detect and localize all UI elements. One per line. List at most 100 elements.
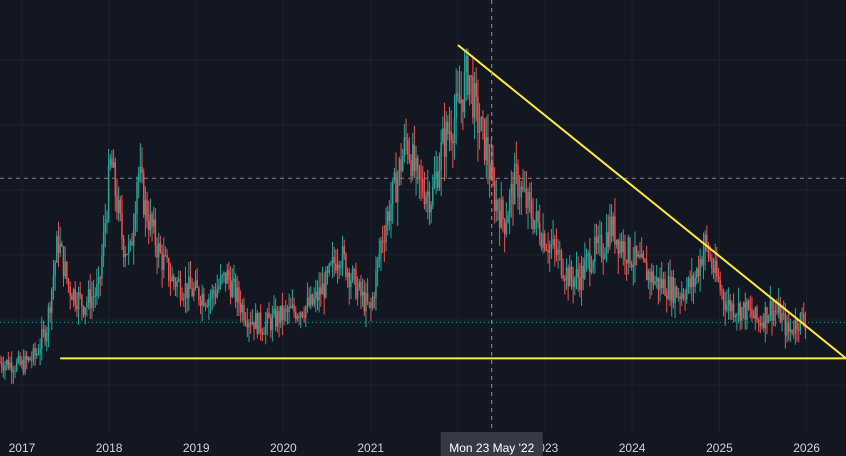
candle-up	[767, 315, 770, 323]
candle-up	[356, 287, 359, 299]
candle-down	[595, 236, 598, 244]
candle-down	[572, 279, 574, 287]
candle-up	[330, 263, 332, 265]
candle-down	[261, 331, 264, 335]
candle-up	[435, 171, 437, 180]
candle-up	[574, 277, 576, 287]
candle-down	[547, 249, 549, 253]
resistance-trendline[interactable]	[457, 44, 846, 360]
candle-down	[159, 243, 162, 253]
candle-down	[804, 323, 807, 331]
candle-up	[193, 288, 195, 297]
candle-up	[340, 266, 342, 268]
candle-up	[64, 261, 66, 277]
candle-up	[535, 211, 538, 221]
candle-down	[246, 323, 249, 328]
candle-up	[495, 200, 498, 212]
candle-up	[615, 239, 618, 245]
candle-down	[234, 278, 237, 302]
candle-up	[321, 283, 324, 295]
candle-up	[233, 278, 235, 282]
candle-up	[209, 297, 212, 299]
candle-up	[152, 219, 155, 227]
candle-down	[111, 158, 113, 168]
candle-down	[756, 307, 758, 320]
candle-up	[448, 131, 451, 134]
candle-down	[0, 361, 1, 363]
candle-up	[32, 347, 35, 360]
candle-up	[396, 177, 399, 203]
candle-up	[427, 191, 429, 197]
candle-down	[249, 322, 252, 325]
candle-down	[323, 283, 325, 298]
candle-up	[655, 277, 658, 281]
x-axis-tick-label: 2020	[270, 441, 297, 455]
candle-down	[779, 303, 782, 323]
candle-up	[585, 255, 588, 260]
candle-down	[89, 289, 91, 308]
candle-down	[423, 192, 426, 205]
candle-up	[296, 316, 299, 320]
candle-up	[445, 121, 447, 157]
candle-up	[510, 183, 513, 196]
candle-up	[46, 332, 48, 342]
candle-up	[51, 288, 53, 313]
candle-down	[168, 258, 170, 281]
candle-up	[91, 296, 93, 308]
candle-down	[373, 296, 376, 298]
candle-down	[131, 241, 133, 246]
candle-down	[560, 250, 563, 276]
candle-up	[41, 329, 43, 349]
candle-down	[25, 355, 28, 360]
candle-up	[283, 308, 285, 321]
candle-down	[614, 216, 616, 245]
candle-up	[226, 269, 229, 284]
candle-down	[492, 163, 494, 182]
candle-up	[726, 305, 728, 311]
candle-down	[34, 347, 36, 356]
candle-up	[92, 296, 95, 298]
candle-down	[253, 321, 255, 330]
candle-down	[559, 250, 561, 252]
candle-down	[238, 287, 240, 304]
candle-down	[114, 161, 117, 196]
candle-up	[72, 289, 75, 301]
candle-down	[228, 269, 230, 280]
candle-up	[597, 236, 599, 244]
candle-down	[146, 199, 148, 222]
candle-up	[507, 215, 509, 224]
candle-down	[186, 283, 188, 298]
candle-up	[659, 278, 661, 290]
candle-up	[178, 279, 180, 281]
candle-up	[59, 244, 61, 253]
candle-up	[194, 280, 197, 289]
candle-up	[56, 236, 58, 263]
candle-up	[691, 275, 693, 288]
candle-down	[413, 144, 416, 172]
candle-down	[81, 294, 83, 307]
candle-down	[198, 287, 200, 301]
candle-up	[398, 159, 401, 178]
candle-down	[791, 329, 793, 334]
candle-up	[468, 75, 471, 95]
candle-up	[727, 299, 730, 306]
candle-down	[259, 312, 262, 332]
candle-up	[640, 253, 643, 258]
candle-down	[355, 269, 357, 299]
candle-down	[61, 244, 63, 247]
candle-up	[184, 283, 187, 299]
candle-up	[376, 259, 379, 271]
candle-down	[689, 278, 691, 288]
candle-down	[82, 306, 85, 315]
candle-down	[766, 307, 768, 323]
candle-down	[602, 257, 604, 259]
candle-down	[600, 235, 603, 258]
candle-down	[458, 95, 461, 104]
candle-down	[326, 270, 329, 273]
candle-up	[731, 303, 733, 312]
candle-down	[383, 241, 386, 243]
candle-up	[714, 260, 716, 273]
candle-up	[453, 118, 456, 143]
